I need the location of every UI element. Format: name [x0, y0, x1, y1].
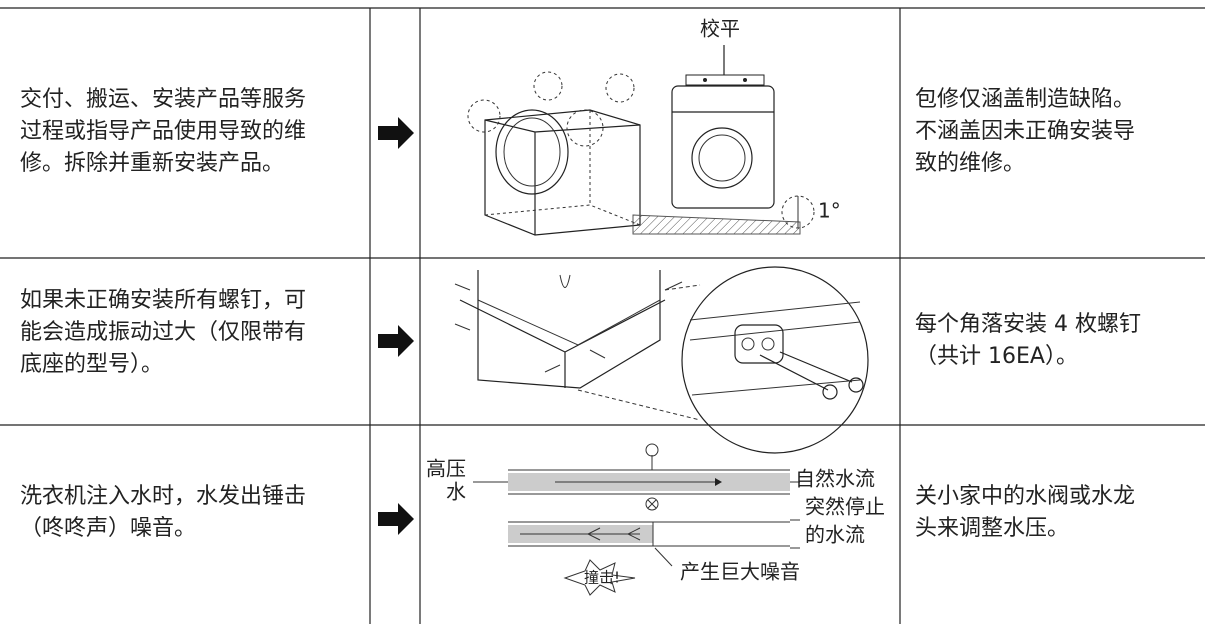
problem-text: （咚咚声）噪音。	[20, 516, 196, 541]
problem-text: 修。拆除并重新安装产品。	[20, 151, 284, 176]
figure-label: 1°	[818, 199, 841, 223]
problem-text: 交付、搬运、安装产品等服务	[20, 87, 306, 112]
solution-text: 每个角落安装 4 枚螺钉	[915, 312, 1141, 337]
figure-label: 产生巨大噪音	[680, 560, 800, 584]
figure-label: 高压	[426, 457, 466, 481]
solution-text: 包修仅涵盖制造缺陷。	[915, 87, 1135, 112]
solution-text: 关小家中的水阀或水龙	[915, 484, 1135, 509]
figure-label: 撞击!	[584, 569, 620, 587]
figure-label: 突然停止	[805, 495, 885, 519]
figure-label: 的水流	[805, 523, 865, 547]
arrow-icons	[378, 117, 414, 535]
figure-label: 校平	[700, 17, 740, 41]
solution-text: 致的维修。	[915, 151, 1025, 176]
solution-text: （共计 16EA）。	[915, 344, 1078, 369]
figure-label: 水	[446, 480, 466, 504]
screw-illustration	[454, 266, 869, 454]
figure-label: 自然水流	[795, 467, 875, 491]
water-hammer-illustration: 高压 水 自然水流 突然停止 的水流 撞击! 产生巨大噪音	[426, 443, 885, 596]
solution-text: 头来调整水压。	[915, 516, 1069, 541]
table-grid	[0, 7, 1205, 624]
problem-text: 能会造成振动过大（仅限带有	[20, 320, 306, 345]
solution-text: 不涵盖因未正确安装导	[915, 119, 1135, 144]
problem-text: 如果未正确安装所有螺钉，可	[20, 288, 306, 313]
problem-text: 洗衣机注入水时，水发出锤击	[20, 484, 306, 509]
leveling-illustration: 校平 1°	[467, 17, 841, 236]
problem-text: 底座的型号）。	[20, 352, 163, 377]
problem-text: 过程或指导产品使用导致的维	[20, 119, 306, 144]
